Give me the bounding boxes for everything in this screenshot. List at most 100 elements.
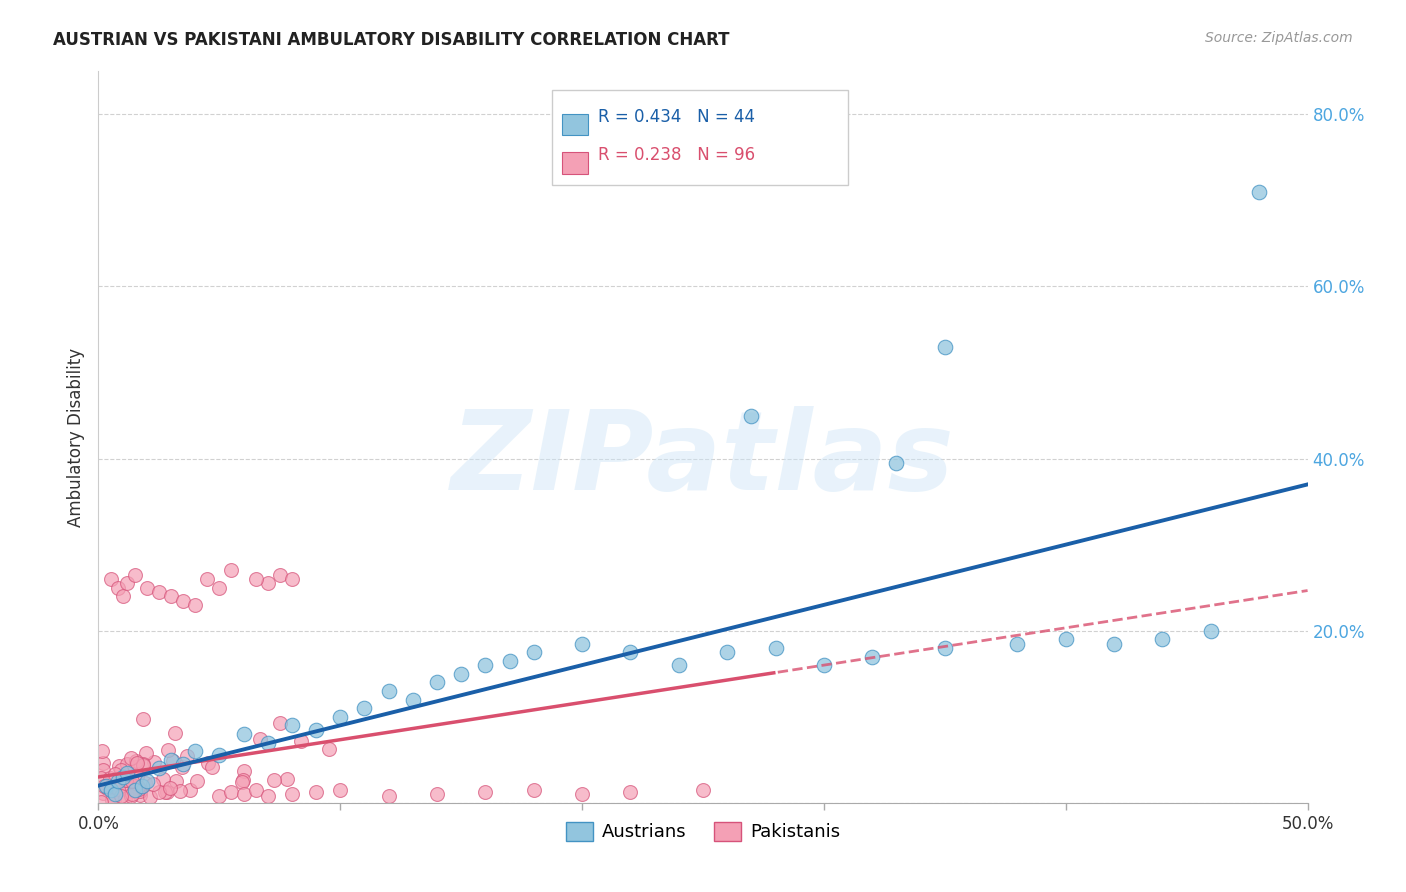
Point	[165, 774, 187, 789]
Point	[142, 777, 165, 791]
Point	[160, 753, 183, 767]
Y-axis label: Ambulatory Disability: Ambulatory Disability	[66, 348, 84, 526]
Point	[1199, 624, 1222, 638]
Text: ZIPatlas: ZIPatlas	[451, 406, 955, 513]
Point	[156, 743, 179, 757]
Point	[107, 782, 129, 797]
Point	[148, 785, 170, 799]
Point	[117, 765, 139, 780]
Point	[426, 787, 449, 801]
Point	[860, 649, 883, 664]
Point	[100, 572, 122, 586]
Point	[179, 783, 201, 797]
Point	[231, 775, 253, 789]
Point	[740, 409, 762, 423]
Point	[129, 783, 152, 797]
Point	[256, 735, 278, 749]
Point	[523, 645, 546, 659]
Point	[117, 780, 139, 794]
Point	[221, 785, 243, 799]
Point	[276, 772, 298, 786]
Point	[107, 774, 129, 789]
Point	[90, 744, 112, 758]
Point	[498, 654, 520, 668]
Point	[103, 793, 125, 807]
FancyBboxPatch shape	[561, 153, 588, 174]
Point	[122, 784, 145, 798]
Point	[934, 640, 956, 655]
Point	[108, 759, 131, 773]
Point	[1054, 632, 1077, 647]
Point	[129, 788, 152, 802]
Point	[571, 637, 593, 651]
Legend: Austrians, Pakistanis: Austrians, Pakistanis	[558, 814, 848, 848]
Point	[692, 783, 714, 797]
Text: R = 0.434   N = 44: R = 0.434 N = 44	[598, 108, 755, 126]
Point	[124, 567, 146, 582]
Point	[813, 658, 835, 673]
Point	[172, 757, 194, 772]
Point	[208, 789, 231, 803]
Point	[172, 759, 194, 773]
Point	[120, 789, 142, 804]
Point	[101, 793, 124, 807]
Point	[329, 710, 352, 724]
Point	[201, 760, 224, 774]
Point	[100, 783, 122, 797]
Point	[169, 784, 191, 798]
Point	[1102, 637, 1125, 651]
Point	[128, 781, 150, 796]
Point	[184, 598, 207, 612]
Point	[305, 723, 328, 737]
Point	[249, 731, 271, 746]
Point	[269, 567, 291, 582]
Point	[131, 779, 153, 793]
Point	[263, 773, 285, 788]
Point	[90, 772, 112, 786]
Point	[132, 756, 155, 771]
Point	[232, 773, 254, 788]
Point	[474, 658, 496, 673]
Point	[91, 764, 114, 778]
Point	[318, 742, 340, 756]
Point	[159, 781, 181, 796]
Point	[115, 756, 138, 771]
Point	[111, 770, 134, 784]
Point	[474, 785, 496, 799]
Point	[148, 761, 170, 775]
Point	[668, 658, 690, 673]
Point	[377, 789, 399, 803]
Point	[148, 585, 170, 599]
Point	[186, 773, 208, 788]
Point	[245, 572, 267, 586]
Point	[256, 789, 278, 803]
Point	[132, 758, 155, 772]
Point	[124, 779, 146, 793]
Point	[156, 784, 179, 798]
Point	[115, 772, 138, 787]
Point	[121, 773, 143, 788]
Point	[142, 755, 165, 769]
Point	[135, 746, 157, 760]
Point	[402, 692, 425, 706]
Point	[619, 645, 641, 659]
Point	[281, 572, 304, 586]
FancyBboxPatch shape	[561, 113, 588, 135]
Point	[121, 787, 143, 801]
Point	[90, 795, 112, 809]
Point	[124, 783, 146, 797]
Point	[96, 780, 118, 795]
Point	[245, 783, 267, 797]
Point	[221, 564, 243, 578]
Point	[619, 785, 641, 799]
Point	[184, 744, 207, 758]
Point	[716, 645, 738, 659]
Point	[232, 727, 254, 741]
Point	[934, 340, 956, 354]
Point	[91, 756, 114, 770]
Point	[176, 749, 198, 764]
Point	[105, 785, 128, 799]
Point	[1007, 637, 1029, 651]
Point	[172, 593, 194, 607]
Point	[155, 785, 177, 799]
